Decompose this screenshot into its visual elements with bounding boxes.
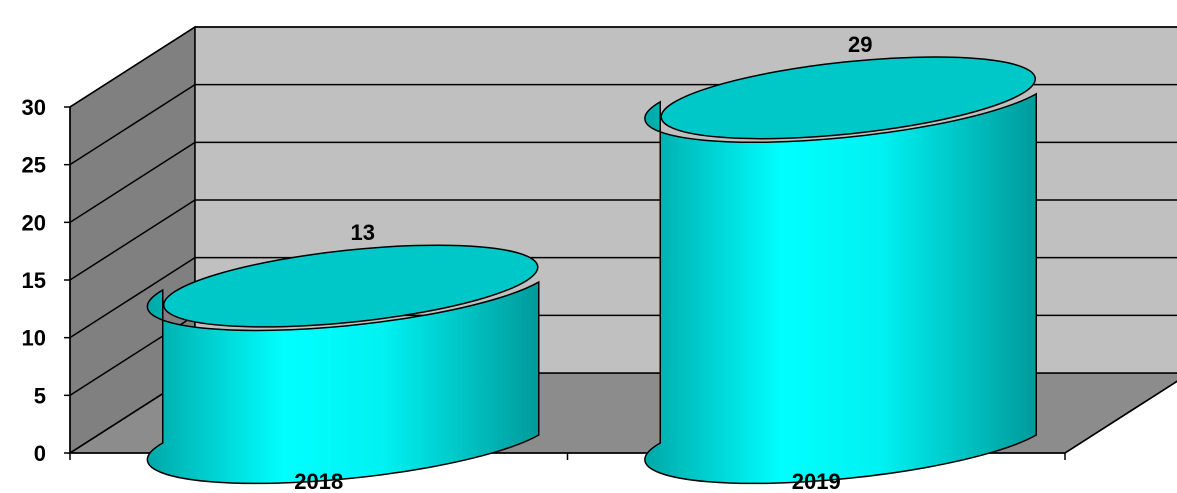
data-label: 13 [351, 220, 375, 245]
x-axis-labels: 2018 2019 [294, 469, 840, 493]
gridline-side-30 [69, 26, 196, 108]
gridline-side-10 [69, 257, 196, 339]
bar-body [644, 92, 1037, 485]
x-tick-label: 2018 [294, 469, 343, 493]
gridline-side-15 [69, 199, 196, 281]
bars [146, 56, 1037, 485]
y-tick-label: 30 [22, 95, 46, 120]
y-tick-label: 25 [22, 153, 46, 178]
y-tick-label: 20 [22, 210, 46, 235]
gridline-side-20 [69, 141, 196, 223]
bar-2019 [644, 56, 1037, 485]
y-tick-label: 10 [22, 326, 46, 351]
gridline-side-25 [69, 84, 196, 166]
y-tick-label: 15 [22, 268, 46, 293]
floor-edge [1064, 380, 1177, 454]
y-tick-label: 5 [34, 383, 46, 408]
bar-top [162, 244, 539, 328]
x-tick-label: 2019 [792, 469, 841, 493]
bar-body [146, 280, 540, 485]
data-labels: 13 29 [351, 32, 873, 245]
bar-2018 [146, 244, 540, 485]
data-label: 29 [848, 32, 872, 57]
y-axis-ticks: 0 5 10 15 20 25 30 [22, 95, 70, 466]
bar-top [660, 56, 1037, 140]
y-tick-label: 0 [34, 441, 46, 466]
